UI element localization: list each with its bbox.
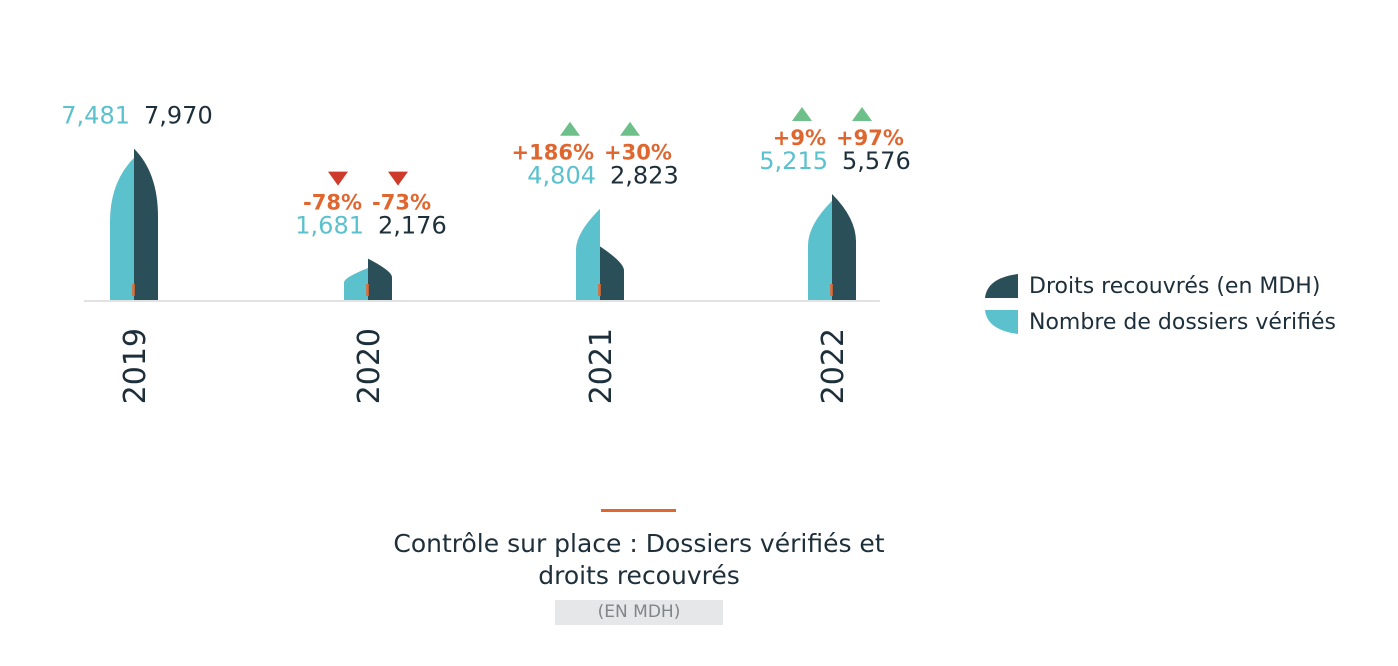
bar-dossiers-2020 [344,268,368,300]
caption-line-2: droits recouvrés [538,561,740,590]
x-tick-label-2022: 2022 [816,328,851,404]
teal-half-shape-icon [985,310,1018,334]
value-label-droits-2021: 2,823 [610,162,679,190]
value-label-droits-2022: 5,576 [842,147,911,175]
change-label-droits-2021: +30% [604,141,672,165]
trend-up-icon [852,107,872,122]
base-tick-2019 [132,284,135,296]
x-tick-label-2020: 2020 [352,328,387,404]
change-label-droits-2020: -73% [372,191,431,215]
bar-droits-2021 [600,246,624,300]
trend-down-icon [388,171,408,186]
caption-accent-rule [601,509,676,512]
value-label-droits-2019: 7,970 [144,102,213,130]
value-label-dossiers-2022: 5,215 [759,147,828,175]
trend-up-icon [620,121,640,136]
bar-droits-2020 [368,258,392,300]
legend-item-droits: Droits recouvrés (en MDH) [985,268,1336,304]
trend-up-icon [792,107,812,122]
value-label-droits-2020: 2,176 [378,212,447,240]
bar-droits-2019 [134,148,158,300]
caption-line-1: Contrôle sur place : Dossiers vérifiés e… [393,529,885,558]
x-tick-label-2019: 2019 [118,328,153,404]
change-label-dossiers-2021: +186% [512,141,594,165]
legend-item-dossiers: Nombre de dossiers vérifiés [985,304,1336,340]
legend: Droits recouvrés (en MDH) Nombre de doss… [985,268,1336,340]
base-tick-2021 [598,284,601,296]
value-label-dossiers-2021: 4,804 [527,162,596,190]
bar-dossiers-2019 [110,157,134,300]
value-label-dossiers-2019: 7,481 [61,102,130,130]
legend-label-dossiers: Nombre de dossiers vérifiés [1029,309,1336,335]
change-label-droits-2022: +97% [836,126,904,150]
value-label-dossiers-2020: 1,681 [295,212,364,240]
bar-dossiers-2022 [808,200,832,300]
base-tick-2020 [366,284,369,296]
change-label-dossiers-2020: -78% [303,191,362,215]
trend-up-icon [560,121,580,136]
change-label-dossiers-2022: +9% [773,126,826,150]
legend-label-droits: Droits recouvrés (en MDH) [1029,273,1321,299]
chart-caption: Contrôle sur place : Dossiers vérifiés e… [339,528,939,592]
base-tick-2022 [830,284,833,296]
chart: 7,481 7,970 2019 1,681 2,176 -78% -73% 2020 4,80… [61,102,911,405]
dark-half-shape-icon [985,274,1018,298]
caption-unit-badge: (EN MDH) [555,600,723,625]
x-tick-label-2021: 2021 [584,328,619,404]
bar-droits-2022 [832,194,856,300]
trend-down-icon [328,171,348,186]
bar-dossiers-2021 [576,208,600,300]
